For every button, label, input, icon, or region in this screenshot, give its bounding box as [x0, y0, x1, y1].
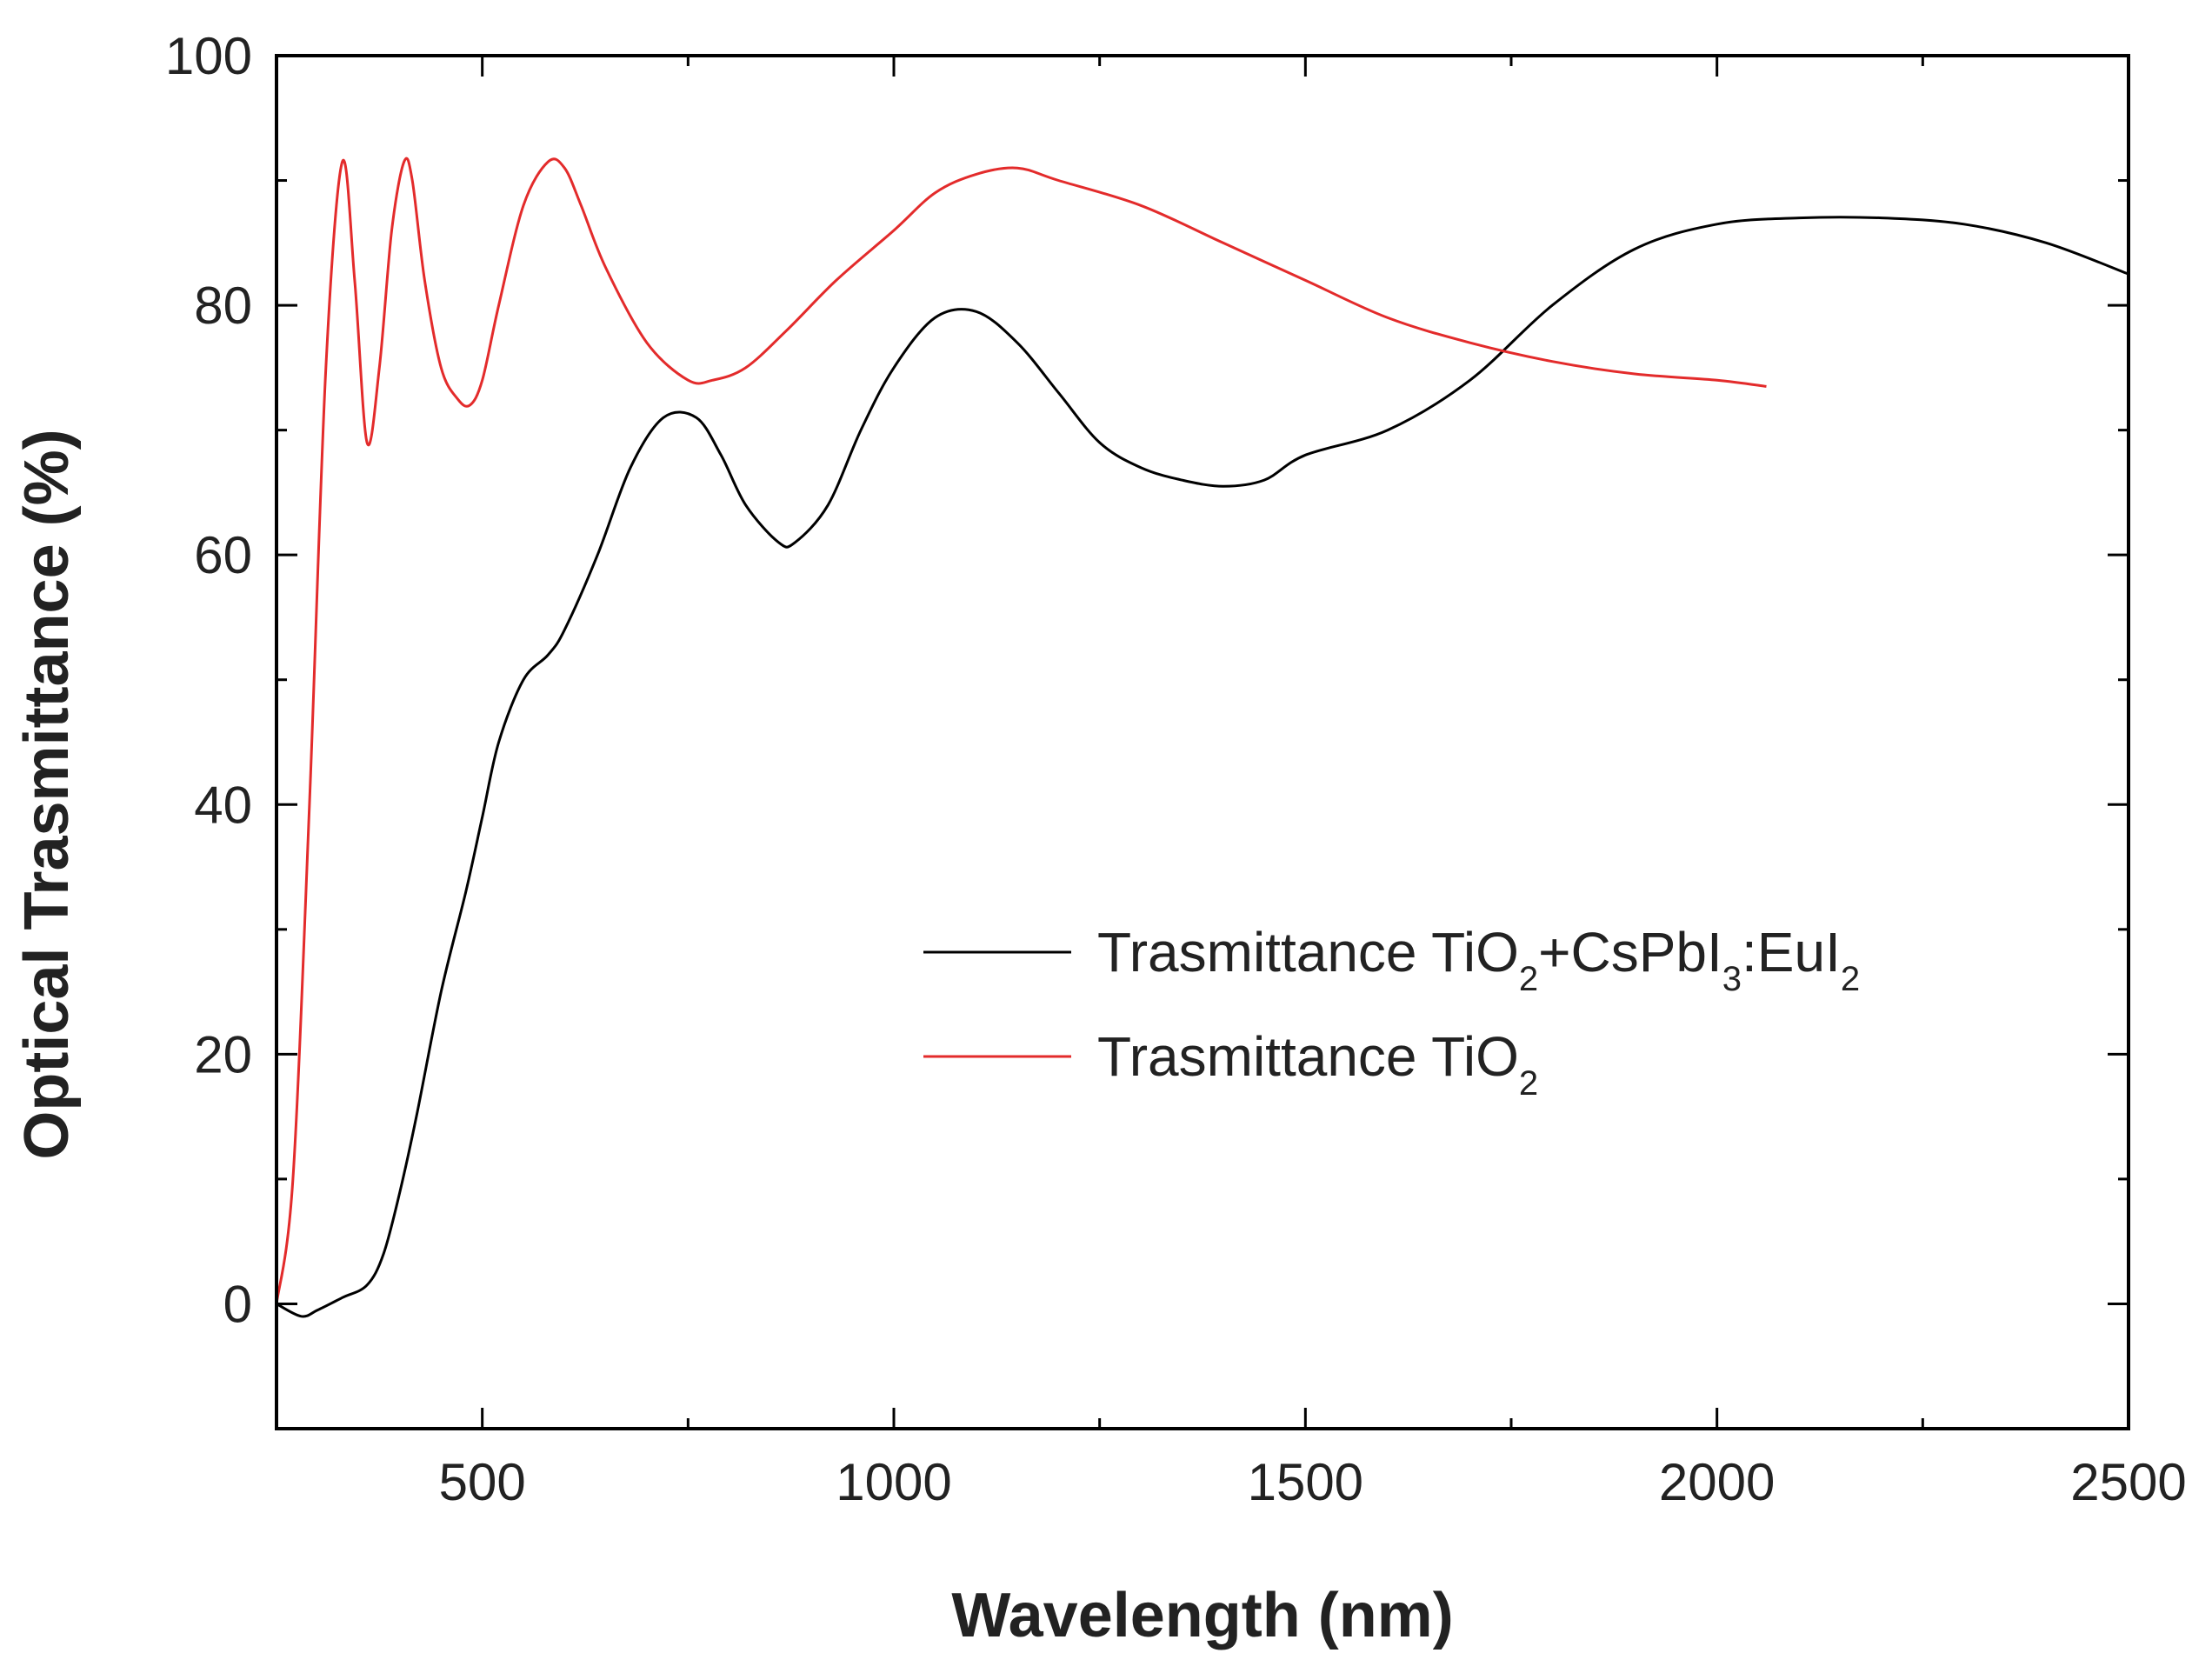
x-tick-label: 2500: [2070, 1453, 2186, 1511]
legend-label-part: +CsPbI: [1538, 921, 1722, 983]
legend-label-series-1: Trasmittance TiO2+CsPbI3:EuI2: [1097, 921, 1860, 998]
legend: Trasmittance TiO2+CsPbI3:EuI2 Trasmittan…: [923, 921, 1860, 1103]
y-tick-label: 80: [194, 277, 252, 335]
series-line-2: [275, 157, 1767, 1304]
y-tick-label: 40: [194, 776, 252, 834]
plot-frame: [275, 54, 2130, 1430]
series-line-1: [276, 216, 2129, 1318]
legend-label-subscript: 2: [1519, 960, 1538, 998]
x-tick-label: 2000: [1659, 1453, 1775, 1511]
x-tick-label: 1000: [836, 1453, 951, 1511]
series-layer: [275, 157, 2129, 1318]
x-tick-label: 1500: [1248, 1453, 1363, 1511]
y-tick-label: 20: [194, 1025, 252, 1083]
legend-label-subscript: 3: [1722, 960, 1742, 998]
legend-label-part: Trasmittance TiO: [1097, 921, 1519, 983]
y-tick-label: 100: [165, 27, 252, 85]
y-tick-label: 0: [223, 1275, 252, 1333]
x-axis-title: Wavelength (nm): [951, 1581, 1453, 1650]
legend-label-subscript: 2: [1519, 1064, 1538, 1103]
ticks-layer: 500 1000 1500 2000 2500 0 20 40 60 80 100: [165, 27, 2187, 1511]
y-tick-label: 60: [194, 526, 252, 584]
x-tick-label: 500: [439, 1453, 526, 1511]
legend-label-series-2: Trasmittance TiO2: [1097, 1025, 1538, 1103]
legend-label-part: :EuI: [1742, 921, 1841, 983]
legend-label-part: Trasmittance TiO: [1097, 1025, 1519, 1088]
y-axis-title: Optical Trasmittance (%): [12, 429, 82, 1159]
legend-label-subscript: 2: [1841, 960, 1860, 998]
